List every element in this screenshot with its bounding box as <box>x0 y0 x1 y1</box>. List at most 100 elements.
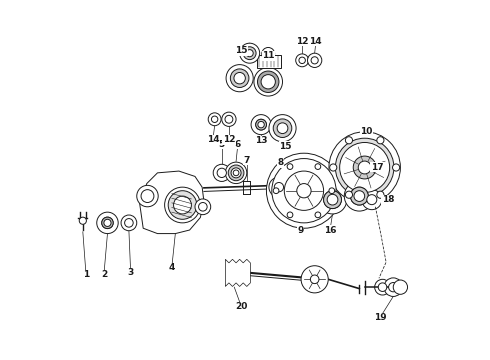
Circle shape <box>272 158 336 223</box>
Text: 16: 16 <box>324 225 336 234</box>
Text: 11: 11 <box>262 51 274 60</box>
Text: 1: 1 <box>83 270 89 279</box>
Text: 19: 19 <box>374 313 386 322</box>
Polygon shape <box>140 171 204 234</box>
Text: 14: 14 <box>207 135 219 144</box>
Circle shape <box>299 57 305 64</box>
Circle shape <box>246 50 253 57</box>
Circle shape <box>104 219 111 226</box>
Text: 4: 4 <box>169 263 175 272</box>
Text: 3: 3 <box>127 268 134 277</box>
Circle shape <box>141 190 154 203</box>
Circle shape <box>318 185 347 214</box>
Circle shape <box>233 170 239 176</box>
Circle shape <box>251 114 271 135</box>
Circle shape <box>79 217 86 224</box>
Circle shape <box>354 191 365 202</box>
Circle shape <box>362 190 382 210</box>
Text: 9: 9 <box>297 225 304 234</box>
Circle shape <box>310 275 319 284</box>
Text: 8: 8 <box>278 158 284 167</box>
Circle shape <box>297 184 311 198</box>
Circle shape <box>198 203 207 211</box>
Circle shape <box>384 278 403 296</box>
Circle shape <box>323 191 342 208</box>
Circle shape <box>267 153 342 228</box>
Circle shape <box>378 283 387 292</box>
Circle shape <box>165 187 200 223</box>
Circle shape <box>261 75 275 89</box>
Circle shape <box>308 53 322 67</box>
Circle shape <box>258 71 279 93</box>
Text: 17: 17 <box>371 163 384 172</box>
Circle shape <box>225 162 247 184</box>
Circle shape <box>240 43 260 63</box>
Circle shape <box>344 181 374 211</box>
Text: 5: 5 <box>219 140 225 149</box>
Circle shape <box>345 137 352 144</box>
Circle shape <box>234 72 245 84</box>
Circle shape <box>350 187 368 205</box>
Circle shape <box>315 212 321 218</box>
Text: 13: 13 <box>255 136 268 145</box>
Circle shape <box>225 115 233 123</box>
Circle shape <box>327 194 338 205</box>
Circle shape <box>121 215 137 231</box>
Text: 12: 12 <box>222 135 235 144</box>
Circle shape <box>393 280 408 294</box>
Text: 6: 6 <box>235 140 241 149</box>
Circle shape <box>230 69 249 87</box>
Circle shape <box>287 212 293 218</box>
Circle shape <box>273 119 292 138</box>
Circle shape <box>350 187 368 205</box>
Circle shape <box>389 283 398 292</box>
Polygon shape <box>257 55 281 68</box>
Circle shape <box>287 164 293 170</box>
Circle shape <box>269 114 296 142</box>
Circle shape <box>243 47 256 60</box>
Circle shape <box>258 121 264 128</box>
Circle shape <box>262 48 275 60</box>
Circle shape <box>277 123 288 134</box>
Circle shape <box>392 164 400 171</box>
Circle shape <box>323 191 342 208</box>
Circle shape <box>375 279 391 295</box>
Circle shape <box>137 185 158 207</box>
Circle shape <box>195 199 211 215</box>
Circle shape <box>228 165 244 181</box>
Circle shape <box>358 161 371 174</box>
Polygon shape <box>225 259 250 287</box>
Text: 7: 7 <box>244 156 250 165</box>
Circle shape <box>329 132 400 203</box>
Text: 18: 18 <box>382 195 394 204</box>
Circle shape <box>377 137 384 144</box>
Circle shape <box>315 164 321 170</box>
Circle shape <box>311 57 318 64</box>
Circle shape <box>102 217 113 229</box>
Circle shape <box>256 119 267 130</box>
Circle shape <box>273 188 279 194</box>
Circle shape <box>211 116 218 122</box>
Circle shape <box>168 191 197 219</box>
Circle shape <box>102 217 113 229</box>
Circle shape <box>208 113 221 126</box>
Circle shape <box>269 177 289 197</box>
Text: 12: 12 <box>296 37 308 46</box>
Circle shape <box>340 143 390 193</box>
Circle shape <box>217 168 226 177</box>
Text: 15: 15 <box>279 141 292 150</box>
Circle shape <box>256 119 267 130</box>
Circle shape <box>124 219 133 227</box>
Circle shape <box>254 67 283 96</box>
Circle shape <box>301 266 328 293</box>
Text: 14: 14 <box>309 37 322 46</box>
Circle shape <box>97 212 118 234</box>
Circle shape <box>226 64 253 92</box>
Text: 15: 15 <box>235 46 247 55</box>
Circle shape <box>231 168 241 178</box>
Circle shape <box>353 156 376 179</box>
Circle shape <box>222 112 236 126</box>
Circle shape <box>377 191 384 198</box>
Circle shape <box>367 195 377 204</box>
Circle shape <box>213 164 230 181</box>
